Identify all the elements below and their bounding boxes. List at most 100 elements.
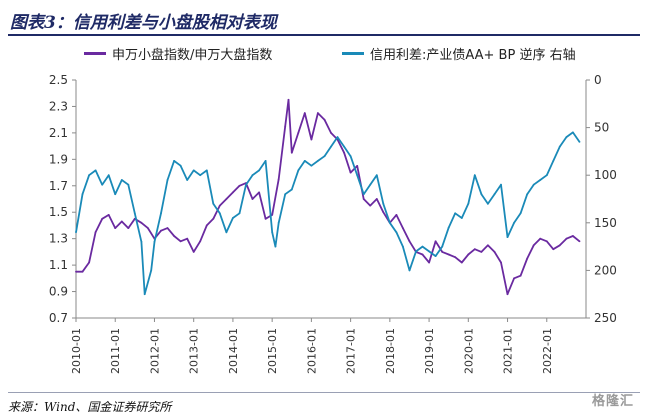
data-point [388,221,391,224]
data-point [375,198,378,200]
right-tick-label: 150 [594,216,617,230]
data-point [317,160,319,162]
data-point [434,240,437,243]
data-point [513,277,515,280]
data-point [369,204,372,207]
data-point [545,240,548,243]
data-point [578,141,581,143]
right-tick-label: 0 [594,73,602,87]
data-point [343,145,345,148]
data-point [395,214,398,216]
x-tick-label: 2019-01 [423,328,436,374]
data-point [160,212,162,215]
left-tick-label: 0.9 [49,285,68,299]
data-point [558,145,561,148]
data-point [310,164,313,167]
data-point [81,270,84,273]
data-point [277,178,280,181]
data-point [349,155,352,158]
data-point [297,132,300,134]
data-point [303,160,306,162]
data-point [271,214,274,216]
data-point [454,212,457,215]
data-point [271,231,274,234]
watermark-logo: 格隆汇 [591,394,634,409]
data-point [264,160,267,162]
left-tick-label: 1.3 [49,232,68,246]
data-point [565,136,568,139]
data-point [75,270,77,273]
data-point [179,164,182,167]
x-tick-label: 2013-01 [188,328,201,374]
data-point [258,169,260,172]
title-rule [8,34,640,36]
x-tick-label: 2014-01 [227,328,240,374]
data-point [408,240,411,243]
data-point [251,198,254,200]
data-point [160,229,162,232]
data-point [434,255,437,257]
data-point [107,214,110,216]
data-point [114,193,117,196]
footer-rule [8,392,640,393]
data-point [120,220,123,223]
data-point [212,217,215,220]
data-point [513,221,515,224]
data-point [558,244,561,247]
data-point [395,231,398,234]
left-tick-label: 0.7 [49,311,68,325]
data-point [382,202,385,205]
data-point [578,240,581,243]
x-tick-label: 2010-01 [70,328,83,374]
data-point [251,174,254,177]
data-point [356,165,359,167]
data-point [545,174,548,177]
data-point [572,235,574,237]
series-line-credit-spread [75,131,581,296]
data-point [238,184,241,187]
data-point [232,217,234,219]
data-point [133,212,136,215]
data-point [375,174,378,177]
data-point [277,221,280,224]
data-point [330,145,332,148]
data-point [519,212,522,215]
data-point [75,231,77,234]
tick-labels: 2.5 2.3 2.1 1.9 1.7 1.5 1.3 1.1 0.9 0.7 0 50 100 150 2… [49,73,617,374]
data-point [454,256,457,259]
data-point [480,193,483,196]
data-point [140,221,143,224]
data-point [88,174,90,177]
data-point [460,261,463,264]
data-point [428,250,430,253]
left-tick-label: 2.1 [49,126,68,140]
x-tick-label: 2017-01 [345,328,358,374]
data-point [290,188,293,191]
data-point [487,244,489,247]
data-point [487,202,489,205]
data-point [192,169,195,172]
data-point [303,112,306,114]
x-tick-label: 2016-01 [305,328,318,374]
data-point [287,98,290,101]
data-point [493,193,496,196]
data-point [101,183,104,186]
data-point [349,171,352,174]
data-point [532,244,535,247]
data-point [166,227,169,230]
data-point [415,250,417,253]
data-point [192,251,195,253]
data-point [552,160,555,162]
data-point [297,169,300,172]
data-point [572,131,574,134]
x-tick-label: 2021-01 [502,328,515,374]
source-note: 来源：Wind、国金证券研究所 [8,400,172,414]
data-point [552,248,555,251]
left-tick-label: 1.5 [49,205,68,219]
data-point [519,274,522,277]
data-point [460,217,463,219]
legend-label-blue: 信用利差:产业债AA+ BP 逆序 右轴 [370,48,576,63]
data-point [330,132,332,134]
x-tick-label: 2022-01 [541,328,554,374]
